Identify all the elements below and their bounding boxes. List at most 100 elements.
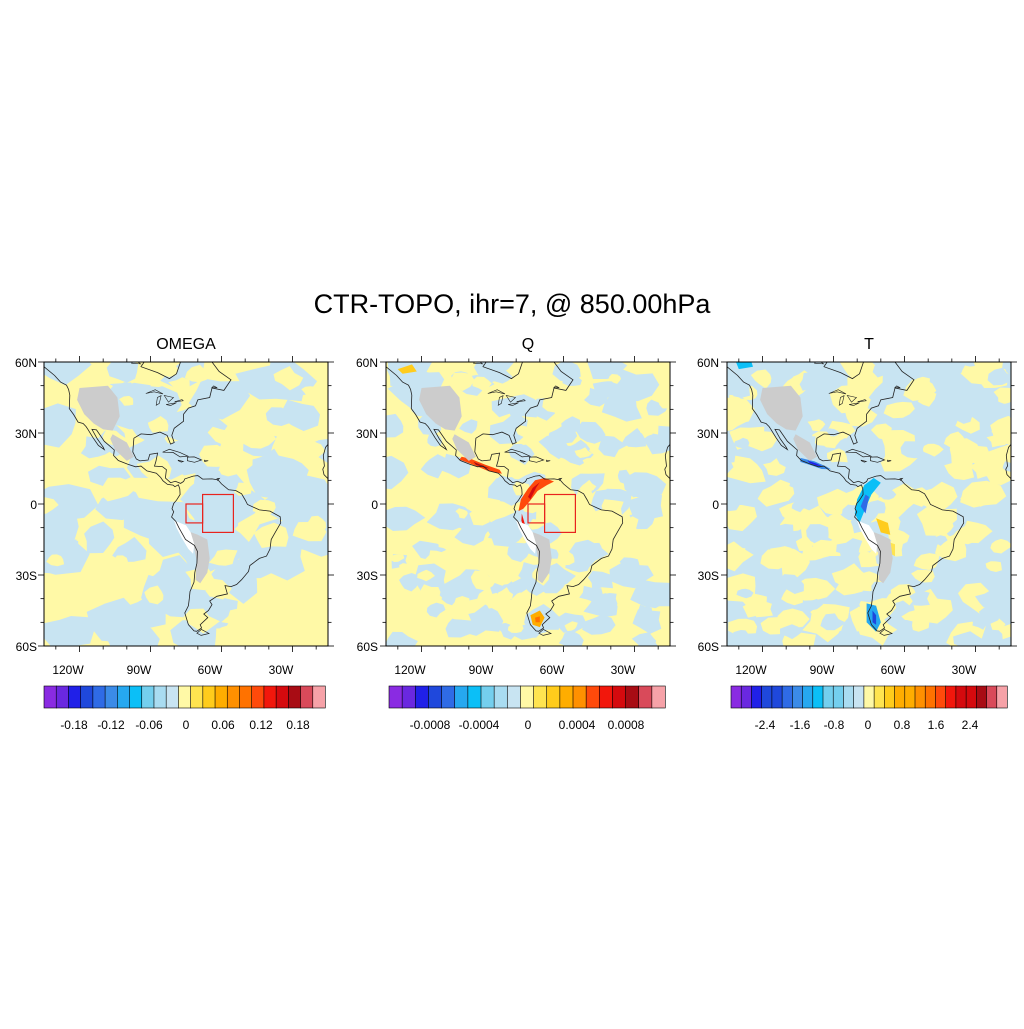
lon-label-120w: 120W	[52, 663, 84, 677]
anomaly-blob	[543, 465, 558, 474]
anomaly-blob	[386, 605, 400, 617]
anomaly-blob	[386, 631, 418, 646]
masked-terrain	[419, 385, 462, 431]
anomaly-blob	[836, 538, 863, 556]
island-outline	[196, 628, 210, 636]
anomaly-blob	[617, 469, 633, 485]
anomaly-blob	[438, 537, 455, 550]
hot-anomaly	[528, 482, 540, 500]
colorbar-swatch	[153, 685, 167, 709]
anomaly-blob	[252, 499, 276, 516]
anomaly-blob	[136, 455, 172, 483]
anomaly-blob	[806, 524, 829, 542]
coastline-greenland	[939, 362, 940, 363]
anomaly-blob	[386, 506, 426, 531]
colorbar-swatch	[533, 685, 548, 709]
cbar-label: -0.12	[97, 718, 125, 732]
anomaly-blob	[829, 384, 871, 414]
colorbar-swatch	[202, 685, 216, 709]
colorbar-omega	[43, 685, 326, 709]
anomaly-blob	[598, 435, 627, 458]
anomaly-blob	[949, 438, 983, 467]
anomaly-blob	[622, 428, 647, 448]
anomaly-blob	[402, 481, 425, 499]
colorbar-swatch	[781, 685, 793, 709]
anomaly-blob	[459, 419, 478, 434]
masked-terrain	[520, 527, 552, 584]
cbar-label: 0	[525, 718, 532, 732]
anomaly-blob	[972, 617, 992, 630]
anomaly-blob	[147, 416, 169, 433]
colorbar-swatch	[651, 685, 666, 709]
anomaly-blob	[184, 364, 211, 383]
lat-label-eq: 0	[712, 498, 719, 512]
anomaly-blob	[199, 474, 265, 524]
colorbar-swatch	[493, 685, 508, 709]
masked-terrain	[760, 385, 803, 431]
temperature-anomaly	[872, 610, 877, 625]
anomaly-blob	[795, 577, 836, 601]
anomaly-blob	[835, 438, 851, 451]
lon-tick-labels: 120W 90W 60W 30W	[735, 663, 977, 677]
anomaly-blob	[44, 484, 99, 520]
anomaly-blob	[242, 426, 277, 449]
anomaly-blob	[386, 455, 409, 490]
anomaly-blob	[455, 508, 468, 519]
lon-label-120w: 120W	[735, 663, 767, 677]
anomaly-blob	[880, 489, 897, 500]
lat-label-eq: 0	[371, 498, 378, 512]
lake-outline	[838, 395, 845, 406]
panel-q: Q 60N 30N 0 30S 60S 120W 90W 60W 30W -0.…	[356, 336, 676, 732]
anomaly-blob	[297, 596, 328, 614]
anomaly-blob	[944, 460, 975, 480]
colorbar-swatch	[853, 685, 865, 709]
colorbar-swatch	[68, 685, 82, 709]
anomaly-blob	[542, 392, 566, 413]
cbar-label: 2.4	[962, 718, 979, 732]
temperature-anomaly	[860, 494, 869, 514]
cbar-label: 0.8	[894, 718, 911, 732]
anomaly-blob	[305, 515, 327, 531]
colorbar-swatch	[454, 685, 469, 709]
anomaly-blob	[741, 427, 778, 452]
anomaly-blob	[536, 425, 550, 436]
lat-label-30s: 30S	[357, 569, 378, 583]
map-t	[721, 356, 1017, 652]
cbar-label: -0.0004	[459, 718, 500, 732]
anomaly-blob	[446, 605, 472, 621]
anomaly-blob	[253, 522, 289, 548]
colorbar-swatch	[873, 685, 885, 709]
anomaly-blob	[483, 362, 515, 374]
colorbar-swatch	[92, 685, 106, 709]
anomaly-blob	[632, 609, 662, 634]
anomaly-blob	[460, 604, 504, 632]
hot-anomaly	[518, 478, 554, 512]
lon-label-90w: 90W	[469, 663, 494, 677]
island-outline	[894, 385, 901, 389]
colorbar-swatch	[43, 685, 57, 709]
anomaly-blob	[484, 515, 524, 547]
lat-label-30s: 30S	[16, 569, 37, 583]
anomaly-blob	[603, 362, 619, 368]
anomaly-blob	[463, 475, 489, 492]
anomaly-blob	[528, 519, 546, 530]
anomaly-blob	[615, 368, 660, 402]
colorbar-swatch	[638, 685, 653, 709]
cbar-label: 0.0004	[559, 718, 596, 732]
anomaly-blob	[454, 523, 486, 546]
colorbar-q	[388, 685, 666, 709]
anomaly-blob	[558, 630, 584, 646]
masked-terrain	[861, 527, 893, 584]
anomaly-blob	[419, 584, 441, 601]
anomaly-blob	[47, 587, 79, 609]
anomaly-blob	[99, 477, 136, 502]
colorbar-swatch	[388, 685, 403, 709]
lat-label-30n: 30N	[697, 427, 719, 441]
anomaly-blob	[975, 589, 1006, 608]
anomaly-blob	[491, 563, 510, 580]
lon-label-30w: 30W	[611, 663, 636, 677]
colorbar-swatch	[55, 685, 70, 709]
anomaly-blob	[425, 550, 442, 565]
coastline-americas	[386, 362, 624, 632]
anomaly-blob	[844, 598, 861, 607]
